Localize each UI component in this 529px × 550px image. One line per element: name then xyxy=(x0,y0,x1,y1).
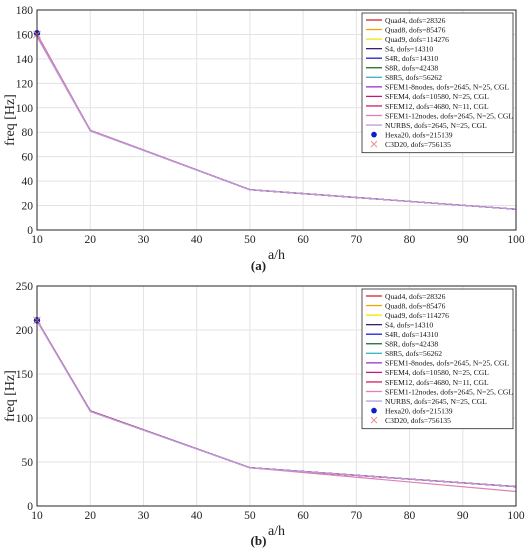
chart-a-legend-label: C3D20, dofs=756135 xyxy=(385,140,451,149)
chart-b-legend-label: SFEM1-8nodes, dofs=2645, N=25, CGL xyxy=(385,359,510,368)
chart-b-legend-label: S4R, dofs=14310 xyxy=(385,330,438,339)
chart-a-legend-swatch xyxy=(370,140,378,148)
chart-b-y-tick-label: 0 xyxy=(27,501,33,513)
chart-a-y-tick-label: 120 xyxy=(16,78,34,90)
chart-b-legend-label: S8R, dofs=42438 xyxy=(385,340,438,349)
chart-a-legend-label: Quad8, dofs=85476 xyxy=(385,25,446,34)
chart-b-legend-label: Quad8, dofs=85476 xyxy=(385,301,446,310)
chart-a-y-tick-label: 20 xyxy=(22,201,34,213)
chart-b-x-tick-label: 80 xyxy=(404,510,416,522)
chart-b-legend-swatch xyxy=(370,416,378,424)
chart-b-legend-label: SFEM1-12nodes, dofs=2645, N=25, CGL xyxy=(385,387,513,396)
chart-a-x-tick-label: 100 xyxy=(507,234,525,246)
chart-a-x-tick-label: 30 xyxy=(138,234,150,246)
chart-a-legend-label: NURBS, dofs=2645, N=25, CGL xyxy=(385,121,487,130)
chart-a-series-line xyxy=(36,36,517,210)
chart-a-legend-box xyxy=(361,12,514,154)
chart-b-x-tick-label: 60 xyxy=(297,510,309,522)
chart-a-x-tick-label: 20 xyxy=(84,234,96,246)
chart-b-x-tick-label: 30 xyxy=(138,510,150,522)
chart-b-legend-label: SFEM12, dofs=4680, N=11, CGL xyxy=(385,378,489,387)
chart-a-y-tick-label: 40 xyxy=(22,176,34,188)
chart-b: 10 20 30 40 50 60 70 80 90 100 0 50 100 150 200 250 a/h f… xyxy=(3,281,525,548)
chart-b-y-tick-label: 200 xyxy=(16,325,34,337)
chart-a-y-tick-label: 0 xyxy=(27,225,33,237)
chart-b-legend-label: C3D20, dofs=756135 xyxy=(385,416,451,425)
chart-a-legend-label: Quad9, dofs=114276 xyxy=(385,35,449,44)
chart-b-x-tick-label: 70 xyxy=(351,510,363,522)
chart-a-x-tick-label: 90 xyxy=(457,234,469,246)
chart-b-legend-box xyxy=(361,288,514,430)
chart-b-x-tick-label: 50 xyxy=(244,510,256,522)
chart-b-legend-label: S8R5, dofs=56262 xyxy=(385,349,442,358)
chart-a-x-tick-label: 80 xyxy=(404,234,416,246)
chart-a-y-axis-label: freq [Hz] xyxy=(3,94,18,146)
chart-a-legend-label: SFEM12, dofs=4680, N=11, CGL xyxy=(385,102,489,111)
chart-a-y-tick-label: 80 xyxy=(22,127,34,139)
chart-a-x-tick-label: 70 xyxy=(351,234,363,246)
chart-a-legend-label: S8R, dofs=42438 xyxy=(385,64,438,73)
chart-a-x-tick-label: 40 xyxy=(191,234,203,246)
chart-a: 10 20 30 40 50 60 70 80 90 100 0 20 40 60 80 100 120 140 1… xyxy=(3,5,525,273)
chart-b-legend-label: Quad9, dofs=114276 xyxy=(385,311,449,320)
chart-b-legend-label: S4, dofs=14310 xyxy=(385,320,433,329)
chart-a-y-tick-label: 140 xyxy=(16,54,34,66)
chart-b-x-tick-label: 90 xyxy=(457,510,469,522)
chart-a-x-axis-label: a/h xyxy=(268,248,285,263)
chart-b-x-tick-label: 20 xyxy=(84,510,96,522)
chart-b-caption: (b) xyxy=(251,533,267,548)
chart-b-series-line xyxy=(36,320,517,488)
chart-a-y-tick-label: 100 xyxy=(16,103,34,115)
chart-b-y-tick-label: 100 xyxy=(16,413,34,425)
chart-b-x-tick-label: 100 xyxy=(507,510,525,522)
chart-b-legend-swatch xyxy=(371,407,377,414)
chart-a-legend-label: SFEM4, dofs=10580, N=25, CGL xyxy=(385,92,489,101)
chart-a-caption: (a) xyxy=(251,258,266,273)
chart-a-x-tick-label: 60 xyxy=(297,234,309,246)
chart-b-legend-label: Quad4, dofs=28326 xyxy=(385,292,446,301)
chart-b-legend-label: SFEM4, dofs=10580, N=25, CGL xyxy=(385,368,489,377)
chart-a-y-tick-label: 60 xyxy=(22,152,34,164)
chart-b-y-tick-label: 150 xyxy=(16,369,34,381)
chart-a-legend-swatch xyxy=(371,131,377,138)
chart-a-x-tick-label: 50 xyxy=(244,234,256,246)
chart-a-legend-label: SFEM1-8nodes, dofs=2645, N=25, CGL xyxy=(385,83,510,92)
chart-a-legend-label: S8R5, dofs=56262 xyxy=(385,73,442,82)
chart-a-axes-frame xyxy=(36,9,517,231)
chart-b-x-tick-label: 10 xyxy=(31,510,43,522)
chart-b-y-tick-label: 250 xyxy=(16,281,34,293)
chart-a-x-tick-label: 10 xyxy=(31,234,43,246)
chart-a-legend-label: Quad4, dofs=28326 xyxy=(385,16,446,25)
chart-a-legend-label: SFEM1-12nodes, dofs=2645, N=25, CGL xyxy=(385,111,513,120)
chart-b-x-tick-label: 40 xyxy=(191,510,203,522)
chart-b-x-axis-label: a/h xyxy=(268,524,285,539)
chart-b-legend-label: NURBS, dofs=2645, N=25, CGL xyxy=(385,397,487,406)
chart-b-y-axis-label: freq [Hz] xyxy=(3,370,18,422)
chart-b-legend-label: Hexa20, dofs=215139 xyxy=(385,406,453,415)
chart-b-axes-frame xyxy=(36,285,517,507)
chart-a-legend-label: Hexa20, dofs=215139 xyxy=(385,130,453,139)
chart-a-y-tick-label: 180 xyxy=(16,5,34,17)
chart-a-legend-label: S4, dofs=14310 xyxy=(385,44,433,53)
chart-a-legend-label: S4R, dofs=14310 xyxy=(385,54,438,63)
chart-b-y-tick-label: 50 xyxy=(22,457,34,469)
chart-a-y-tick-label: 160 xyxy=(16,29,34,41)
